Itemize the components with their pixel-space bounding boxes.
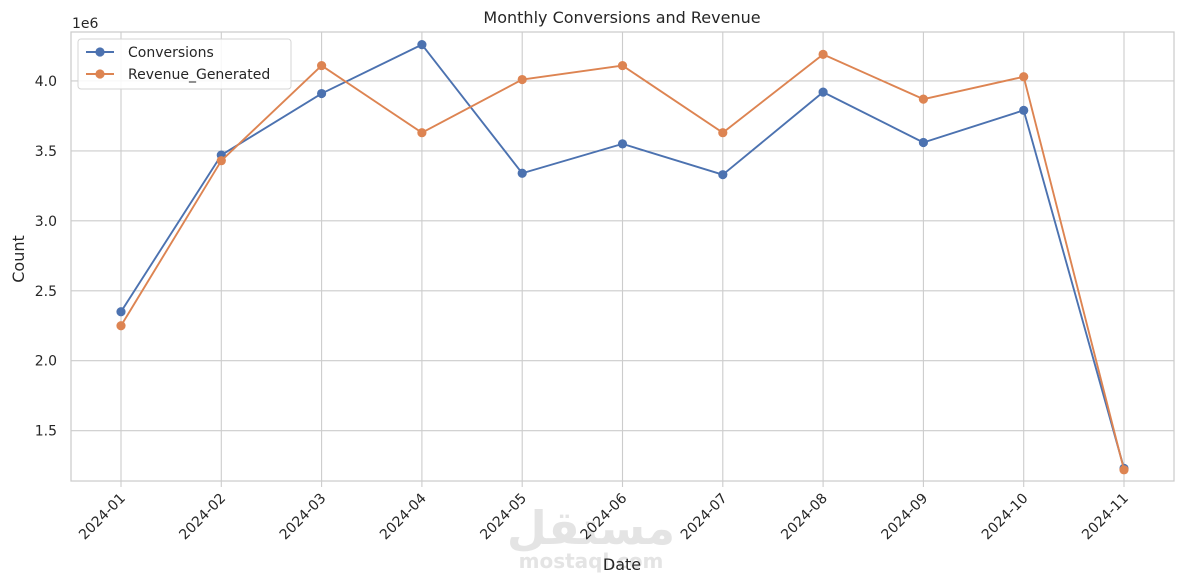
y-tick-label: 3.0 xyxy=(35,214,57,230)
chart-title: Monthly Conversions and Revenue xyxy=(483,8,760,27)
data-point xyxy=(317,88,327,99)
x-tick-label: 2024-08 xyxy=(778,491,831,544)
y-axis-label: Count xyxy=(9,235,28,283)
data-point xyxy=(417,128,427,138)
data-point xyxy=(116,307,126,317)
y-tick-label: 4.0 xyxy=(35,74,57,90)
data-point xyxy=(1119,465,1129,475)
data-point xyxy=(818,49,828,59)
y-tick-label: 3.5 xyxy=(35,144,57,160)
x-tick-label: 2024-01 xyxy=(76,491,129,544)
data-point xyxy=(617,139,628,149)
y-tick-label: 2.0 xyxy=(35,354,57,370)
legend: Conversions Revenue_Generated xyxy=(77,38,292,90)
legend-label: Revenue_Generated xyxy=(128,67,270,83)
data-point xyxy=(417,39,427,50)
x-tick-label: 2024-04 xyxy=(377,490,430,543)
x-tick-label: 2024-03 xyxy=(277,491,330,544)
watermark-latin: mostaql.com xyxy=(519,549,664,573)
watermark-arabic: مستقل xyxy=(507,501,675,555)
legend-marker xyxy=(95,69,105,79)
x-tick-label: 2024-02 xyxy=(176,491,229,544)
data-point xyxy=(317,60,327,71)
series-lines xyxy=(116,39,1129,475)
x-axis-label: Date xyxy=(603,555,641,574)
data-point xyxy=(517,168,527,178)
data-point xyxy=(718,128,728,138)
data-point xyxy=(216,156,226,166)
legend-box xyxy=(77,38,292,90)
x-tick-label: 2024-09 xyxy=(879,491,932,544)
watermark: مستقل mostaql.com xyxy=(507,501,675,573)
data-point xyxy=(1019,105,1029,115)
y-tick-label: 1.5 xyxy=(35,424,57,440)
data-point xyxy=(1019,72,1029,82)
y-axis-ticks: 1.5 2.0 2.5 3.0 3.5 4.0 xyxy=(35,74,57,440)
x-tick-label: 2024-11 xyxy=(1079,491,1132,544)
y-tick-label: 2.5 xyxy=(35,284,57,300)
data-point xyxy=(116,321,126,331)
x-tick-label: 2024-10 xyxy=(979,491,1032,544)
legend-marker xyxy=(95,47,105,57)
legend-label: Conversions xyxy=(128,45,214,61)
data-point xyxy=(918,137,929,148)
data-point xyxy=(818,87,828,97)
data-point xyxy=(918,94,929,104)
x-tick-label: 2024-07 xyxy=(678,491,731,544)
grid-lines xyxy=(71,32,1174,481)
data-point xyxy=(617,60,628,71)
y-offset-label: 1e6 xyxy=(72,16,99,32)
data-point xyxy=(517,74,527,85)
data-point xyxy=(718,170,728,180)
